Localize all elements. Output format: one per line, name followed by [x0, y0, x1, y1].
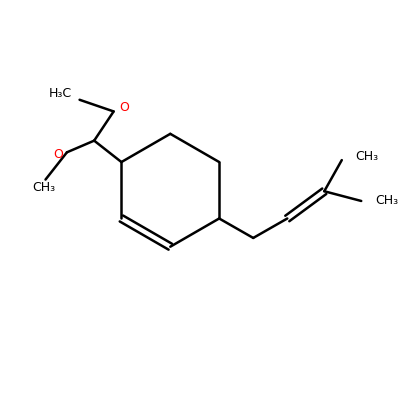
Text: O: O	[53, 148, 63, 161]
Text: CH₃: CH₃	[356, 150, 378, 163]
Text: CH₃: CH₃	[32, 181, 55, 194]
Text: O: O	[120, 101, 129, 114]
Text: CH₃: CH₃	[375, 194, 398, 208]
Text: H₃C: H₃C	[49, 88, 72, 100]
